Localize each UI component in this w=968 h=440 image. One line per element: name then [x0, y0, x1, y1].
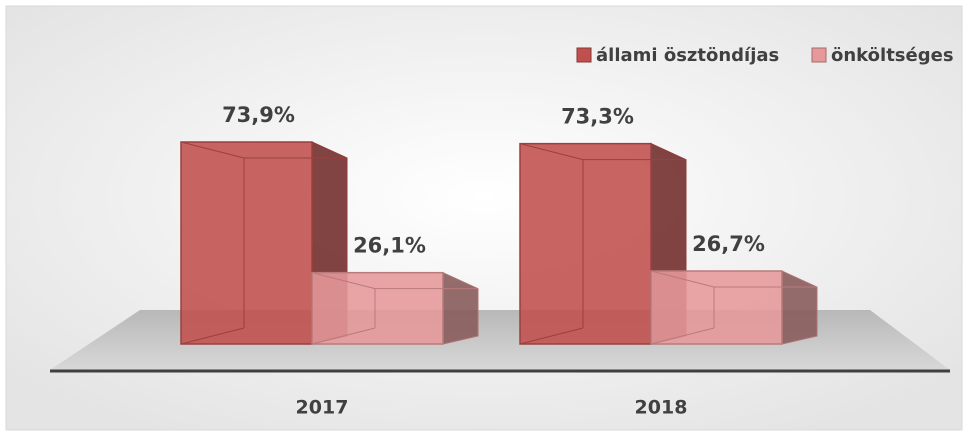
legend-label: önköltséges: [831, 45, 954, 66]
legend-swatch: [811, 47, 827, 63]
x-tick-label: 2018: [635, 397, 688, 419]
bar-front: [519, 142, 652, 345]
value-label: 73,3%: [561, 105, 634, 129]
bar-inner: [650, 327, 715, 345]
x-tick-label: 2017: [296, 397, 349, 419]
bar-inner: [519, 327, 584, 345]
bar-front: [180, 141, 313, 345]
bar-front: [311, 271, 444, 345]
bar-inner: [311, 327, 376, 345]
legend: állami ösztöndíjas önköltséges: [576, 45, 954, 66]
bar: [650, 270, 818, 345]
legend-swatch: [576, 47, 592, 63]
value-label: 26,1%: [353, 234, 426, 258]
legend-label: állami ösztöndíjas: [596, 45, 779, 66]
bar-inner: [180, 327, 245, 345]
value-label: 73,9%: [222, 103, 295, 127]
value-label: 26,7%: [692, 232, 765, 256]
bar-front: [650, 270, 783, 345]
bar: [311, 271, 479, 345]
